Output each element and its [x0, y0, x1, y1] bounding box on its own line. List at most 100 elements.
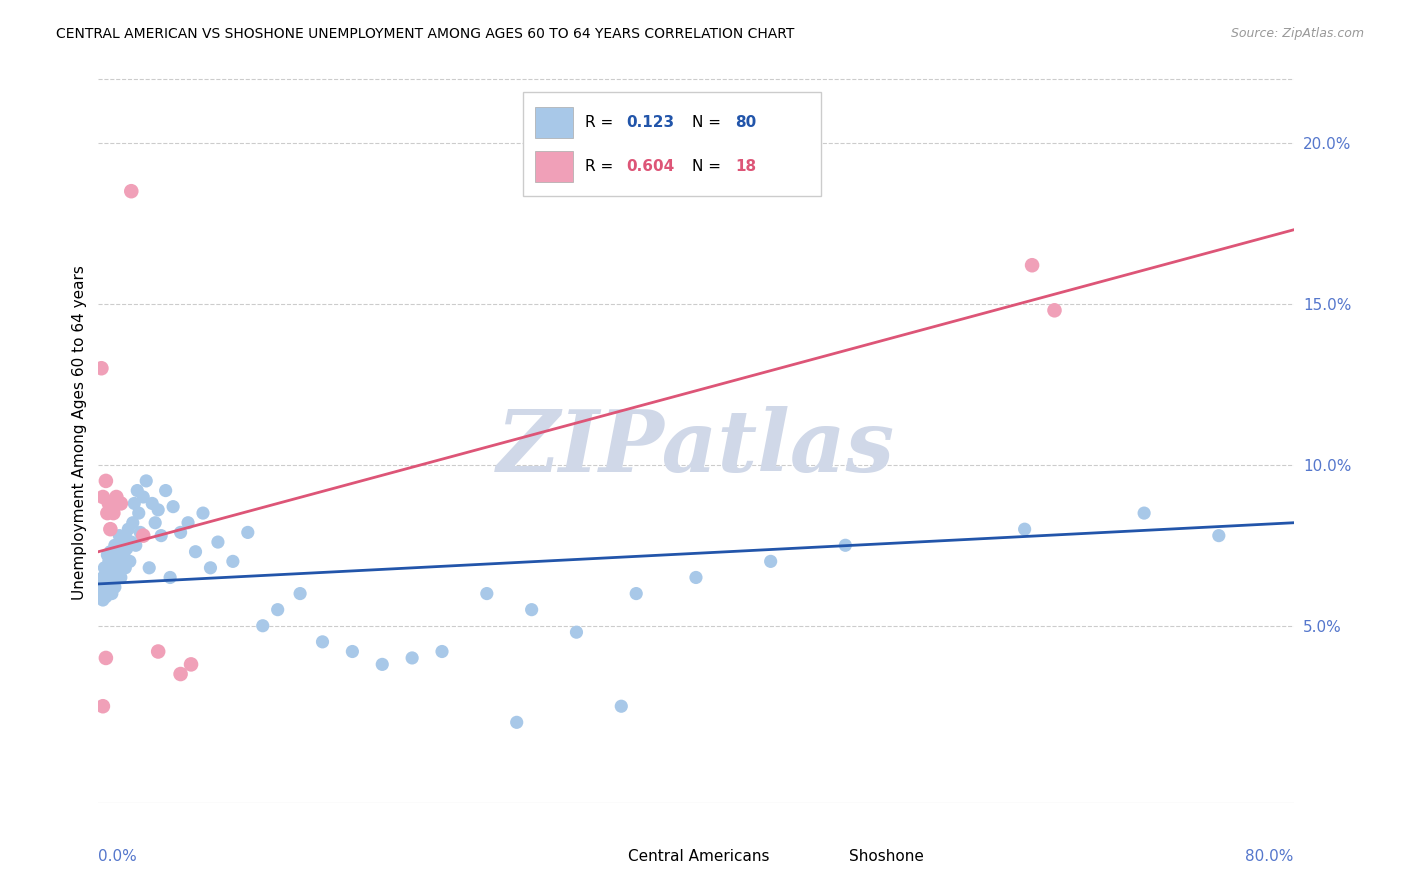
Point — [108, 528, 131, 542]
Point — [101, 558, 124, 572]
FancyBboxPatch shape — [523, 92, 821, 195]
Point — [94, 577, 117, 591]
Point — [103, 570, 125, 584]
Point — [110, 496, 132, 510]
Point — [252, 619, 274, 633]
Point — [565, 625, 588, 640]
Point — [111, 558, 134, 572]
Point — [90, 361, 112, 376]
Text: CENTRAL AMERICAN VS SHOSHONE UNEMPLOYMENT AMONG AGES 60 TO 64 YEARS CORRELATION : CENTRAL AMERICAN VS SHOSHONE UNEMPLOYMEN… — [56, 27, 794, 41]
Point — [475, 586, 498, 600]
Point — [98, 522, 122, 536]
Point — [111, 535, 134, 549]
Point — [103, 551, 125, 566]
Point — [91, 490, 114, 504]
Point — [222, 554, 245, 568]
Point — [132, 528, 155, 542]
Point — [162, 500, 184, 514]
Point — [401, 651, 423, 665]
Point — [1043, 303, 1066, 318]
Point — [834, 538, 856, 552]
Point — [1133, 506, 1156, 520]
Point — [520, 602, 543, 616]
Point — [148, 644, 170, 658]
Point — [105, 541, 128, 556]
Point — [104, 538, 127, 552]
FancyBboxPatch shape — [534, 107, 572, 138]
Point — [155, 483, 177, 498]
Point — [117, 522, 139, 536]
Point — [112, 548, 135, 562]
Point — [685, 570, 707, 584]
Point — [97, 554, 120, 568]
Point — [94, 474, 117, 488]
Point — [159, 570, 181, 584]
Point — [96, 548, 118, 562]
Point — [371, 657, 394, 672]
Point — [128, 506, 150, 520]
Point — [110, 570, 132, 584]
Point — [105, 561, 128, 575]
Point — [610, 699, 633, 714]
Point — [120, 535, 142, 549]
Point — [103, 506, 125, 520]
Point — [115, 541, 138, 556]
Point — [267, 602, 290, 616]
Point — [120, 184, 142, 198]
Text: 80.0%: 80.0% — [1246, 848, 1294, 863]
Point — [626, 586, 648, 600]
Point — [288, 586, 311, 600]
Point — [236, 525, 259, 540]
Point — [125, 538, 148, 552]
Text: 0.123: 0.123 — [627, 115, 675, 130]
Point — [90, 580, 112, 594]
Point — [104, 580, 127, 594]
Point — [138, 561, 160, 575]
Point — [91, 570, 114, 584]
Point — [91, 699, 114, 714]
FancyBboxPatch shape — [815, 844, 842, 870]
Text: 18: 18 — [735, 160, 756, 174]
Point — [132, 490, 155, 504]
Text: Central Americans: Central Americans — [628, 848, 769, 863]
Point — [118, 554, 141, 568]
Text: N =: N = — [692, 115, 727, 130]
Point — [430, 644, 453, 658]
Point — [148, 503, 170, 517]
Point — [101, 586, 124, 600]
Point — [177, 516, 200, 530]
Point — [127, 483, 149, 498]
Point — [180, 657, 202, 672]
Point — [311, 635, 333, 649]
Point — [129, 525, 152, 540]
FancyBboxPatch shape — [595, 844, 620, 870]
Point — [96, 567, 118, 582]
Text: ZIPatlas: ZIPatlas — [496, 406, 896, 489]
Point — [93, 583, 115, 598]
Point — [110, 545, 132, 559]
Point — [107, 548, 129, 562]
Point — [96, 506, 118, 520]
Text: Source: ZipAtlas.com: Source: ZipAtlas.com — [1230, 27, 1364, 40]
Text: R =: R = — [585, 115, 619, 130]
Point — [105, 490, 128, 504]
Point — [114, 561, 136, 575]
Point — [97, 574, 120, 588]
Point — [98, 545, 122, 559]
Point — [150, 528, 173, 542]
Y-axis label: Unemployment Among Ages 60 to 64 years: Unemployment Among Ages 60 to 64 years — [72, 265, 87, 600]
Point — [107, 567, 129, 582]
Point — [1208, 528, 1230, 542]
Point — [184, 545, 207, 559]
Text: Shoshone: Shoshone — [849, 848, 924, 863]
Point — [141, 496, 163, 510]
Point — [169, 667, 191, 681]
Point — [1014, 522, 1036, 536]
Text: N =: N = — [692, 160, 727, 174]
Point — [143, 516, 166, 530]
Point — [93, 561, 115, 575]
Point — [94, 590, 117, 604]
Text: 0.0%: 0.0% — [98, 848, 138, 863]
Point — [89, 586, 111, 600]
Text: R =: R = — [585, 160, 619, 174]
